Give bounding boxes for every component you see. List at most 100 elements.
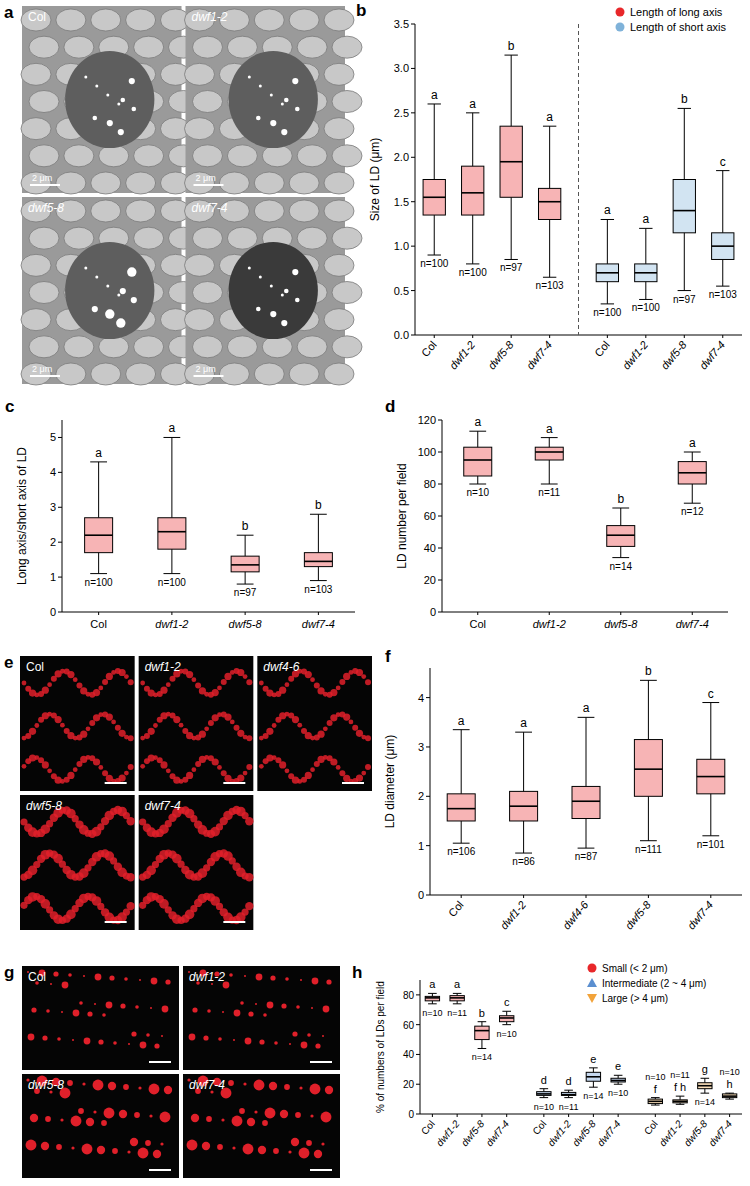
texture: [91, 200, 121, 222]
whisker: [704, 1089, 705, 1093]
x-tick: [549, 612, 550, 615]
significance-letter: b: [242, 519, 249, 533]
y-tick-label: 40: [403, 1049, 415, 1060]
image-bg: [139, 656, 254, 791]
texture: [317, 731, 324, 738]
whisker-cap: [90, 573, 107, 574]
box: [537, 1092, 551, 1096]
texture: [50, 983, 52, 985]
texture: [246, 764, 252, 770]
n-label: n=11: [670, 1070, 690, 1080]
median: [462, 192, 484, 194]
texture: [187, 1140, 198, 1151]
texture: [243, 674, 248, 679]
texture: [284, 1084, 290, 1090]
box: [500, 1016, 514, 1022]
median: [538, 201, 560, 203]
scale-bar: [342, 782, 364, 784]
n-label: n=10: [534, 1102, 554, 1112]
image-label: Col: [28, 10, 46, 24]
median: [447, 808, 475, 810]
image-bg: [22, 966, 179, 1070]
y-tick-label: 80: [403, 990, 415, 1001]
whisker-cap: [515, 853, 532, 854]
texture: [228, 1080, 234, 1086]
texture: [132, 107, 137, 112]
whisker-cap: [428, 103, 441, 104]
whisker: [171, 437, 172, 517]
median: [607, 534, 635, 536]
texture: [98, 1039, 103, 1044]
texture: [135, 1005, 139, 1009]
significance-letter: a: [520, 716, 527, 730]
x-tick-label: dwf5-8: [485, 338, 516, 372]
texture: [297, 227, 327, 249]
texture: [332, 227, 362, 249]
texture: [193, 36, 223, 58]
whisker-cap: [640, 680, 657, 681]
texture: [232, 1116, 243, 1127]
x-tick: [729, 1114, 730, 1117]
texture: [245, 817, 253, 825]
texture: [324, 9, 354, 31]
micrograph: [139, 656, 254, 791]
x-tick-label: Col: [592, 339, 612, 359]
texture: [336, 765, 341, 770]
texture: [245, 873, 253, 881]
texture: [93, 758, 100, 765]
y-tick: [438, 420, 442, 421]
median: [635, 272, 657, 274]
texture: [246, 679, 252, 685]
texture: [140, 681, 145, 686]
texture: [279, 761, 286, 768]
texture: [112, 1148, 118, 1154]
whisker: [722, 171, 723, 233]
median: [537, 1093, 551, 1095]
texture: [325, 1086, 333, 1094]
texture: [56, 1144, 62, 1150]
y-axis: [430, 668, 431, 895]
texture: [202, 1142, 210, 1150]
texture: [124, 977, 128, 981]
whisker: [472, 215, 473, 264]
image-label: dwf1-2: [145, 660, 181, 674]
texture: [240, 1001, 244, 1005]
texture: [227, 145, 257, 167]
box: [475, 1026, 489, 1039]
y-tick-label: 4: [50, 466, 56, 478]
texture: [160, 1112, 171, 1123]
significance-letter: a: [474, 415, 481, 429]
legend-marker: [587, 978, 597, 987]
significance-letter: a: [583, 701, 590, 715]
n-label: n=14: [583, 1091, 603, 1101]
texture: [272, 723, 277, 728]
y-tick-label: 20: [424, 574, 436, 586]
texture: [255, 1003, 257, 1005]
whisker: [692, 484, 693, 503]
texture: [221, 1118, 224, 1121]
y-tick-label: 1.0: [394, 240, 409, 252]
box: [304, 553, 332, 567]
texture: [254, 1110, 257, 1113]
texture: [113, 1041, 117, 1045]
whisker: [684, 108, 685, 179]
box: [450, 996, 464, 1001]
texture: [218, 1037, 222, 1041]
texture: [22, 681, 27, 686]
y-tick: [438, 452, 442, 453]
whisker-cap: [651, 1097, 660, 1098]
median: [158, 531, 186, 533]
texture: [243, 1144, 254, 1155]
texture: [289, 1043, 291, 1045]
y-tick-label: 100: [418, 446, 436, 458]
texture: [193, 91, 223, 113]
texture: [284, 98, 289, 103]
micrograph: [185, 6, 363, 194]
texture: [46, 1009, 50, 1013]
significance-letter: c: [708, 687, 714, 701]
scale-bar-label: 2 μm: [32, 364, 52, 374]
texture: [297, 36, 327, 58]
texture: [128, 1043, 130, 1045]
whisker: [318, 514, 319, 552]
texture: [185, 309, 215, 331]
